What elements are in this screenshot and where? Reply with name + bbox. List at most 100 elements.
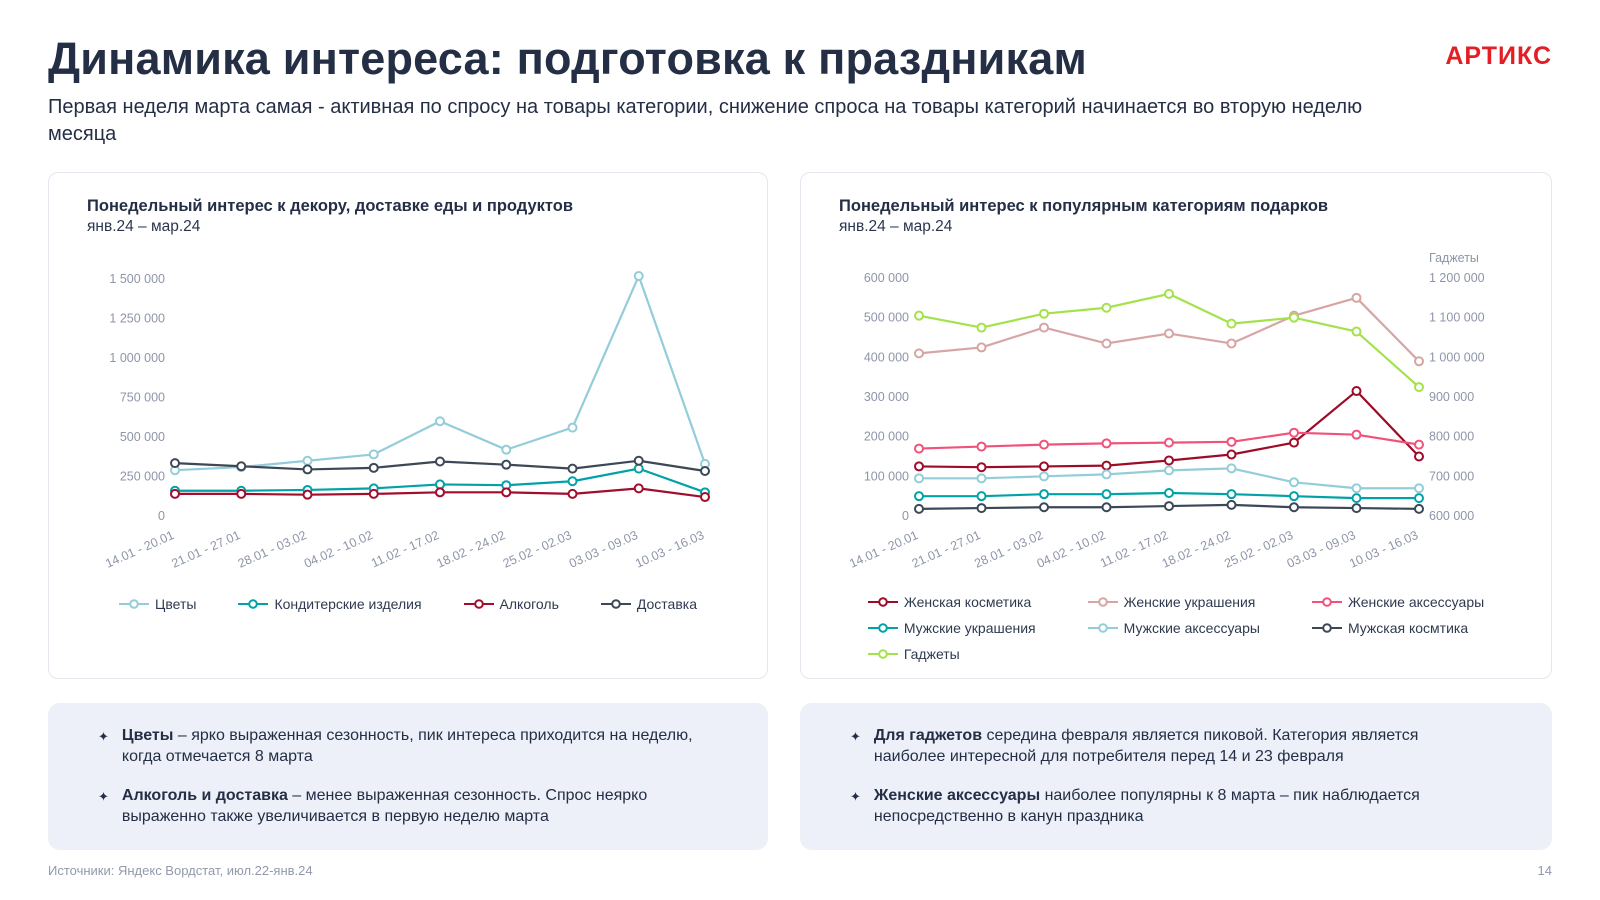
data-point-marker [1414, 381, 1424, 392]
x-axis-tick-label: 18.02 - 24.02 [1160, 527, 1233, 570]
legend-item: Женская косметика [867, 594, 1036, 610]
series-Гаджеты [914, 288, 1424, 392]
data-point-marker [1414, 492, 1424, 503]
data-point-marker [1039, 322, 1049, 333]
data-point-marker [1351, 482, 1362, 493]
data-point-marker [1226, 337, 1237, 348]
header-text: Динамика интереса: подготовка к праздник… [48, 34, 1408, 148]
data-point-marker [1101, 337, 1112, 348]
series-Женские украшения [914, 292, 1424, 366]
legend-item: Цветы [119, 596, 196, 612]
x-axis-tick-label: 21.01 - 27.01 [910, 527, 983, 570]
data-point-marker [1226, 318, 1237, 329]
x-axis-tick-label: 25.02 - 02.03 [501, 527, 574, 570]
x-axis-tick-label: 04.02 - 10.02 [302, 527, 375, 570]
x-axis-tick-label: 28.01 - 03.02 [972, 527, 1045, 570]
callout-right: ✦ Для гаджетов середина февраля является… [800, 702, 1552, 850]
series-Женские аксессуары [914, 427, 1424, 454]
legend-item: Алкоголь [463, 596, 559, 612]
data-point-marker [914, 490, 924, 501]
y-axis-tick-label: 0 [158, 509, 165, 523]
callout-text: Цветы – ярко выраженная сезонность, пик … [122, 725, 732, 768]
series-Доставка [170, 455, 710, 476]
legend-label: Гаджеты [903, 645, 960, 662]
x-axis-tick-label: 14.01 - 20.01 [847, 527, 920, 570]
callout-bold: Для гаджетов [873, 726, 983, 744]
data-point-marker [1039, 488, 1049, 499]
legend-marker-icon [1311, 622, 1342, 633]
source-note: Источники: Яндекс Вордстат, июл.22-янв.2… [48, 863, 313, 878]
y-axis-tick-label: 750 000 [120, 390, 165, 404]
series-Цветы [170, 270, 710, 475]
callout-text: Для гаджетов середина февраля является п… [874, 725, 1484, 768]
data-point-marker [1414, 482, 1424, 493]
series-Мужская космтика [914, 499, 1424, 514]
data-point-marker [236, 460, 247, 471]
data-point-marker [1351, 292, 1362, 303]
data-point-marker [1164, 454, 1174, 465]
data-point-marker [1226, 488, 1237, 499]
data-point-marker [1351, 502, 1362, 513]
data-point-marker [976, 472, 987, 483]
legend-label: Мужские украшения [903, 619, 1036, 636]
x-axis-tick-label: 10.03 - 16.03 [1347, 527, 1420, 570]
data-point-marker [976, 441, 987, 452]
y2-axis-tick-label: 1 100 000 [1429, 310, 1485, 324]
data-point-marker [368, 448, 379, 459]
data-point-marker [1101, 468, 1112, 479]
series-Женская косметика [914, 385, 1424, 472]
data-point-marker [1039, 501, 1049, 512]
chart-card-gift-categories: Понедельный интерес к популярным категор… [800, 171, 1552, 679]
data-point-marker [1351, 385, 1362, 396]
data-point-marker [1101, 460, 1112, 471]
data-point-marker [700, 491, 710, 502]
data-point-marker [501, 459, 512, 470]
legend-marker-icon [1087, 622, 1118, 633]
data-point-marker [976, 322, 987, 333]
legend-item: Женские украшения [1087, 594, 1260, 610]
callout-bold: Цветы [121, 726, 174, 744]
legend-label: Мужская космтика [1347, 619, 1469, 636]
y-axis-tick-label: 0 [902, 509, 909, 523]
legend-item: Кондитерские изделия [238, 596, 422, 612]
y2-axis-tick-label: 600 000 [1429, 509, 1474, 523]
callout-rest: – менее выраженная сезонность. Спрос нея… [121, 786, 648, 826]
legend-label: Мужские аксессуары [1123, 619, 1260, 636]
series-Мужские украшения [914, 487, 1424, 503]
data-point-marker [633, 270, 644, 281]
data-point-marker [1226, 449, 1237, 460]
callouts-row: ✦ Цветы – ярко выраженная сезонность, пи… [48, 702, 1552, 850]
y2-axis-tick-label: 800 000 [1429, 429, 1474, 443]
y-axis-tick-label: 200 000 [864, 429, 909, 443]
x-axis-tick-label: 25.02 - 02.03 [1222, 527, 1295, 570]
data-point-marker [501, 444, 512, 455]
callout-rest: наиболее популярны к 8 марта – пик наблю… [873, 786, 1420, 826]
callout-item: ✦ Для гаджетов середина февраля является… [850, 725, 1516, 768]
y2-axis-tick-label: 700 000 [1429, 469, 1474, 483]
data-point-marker [302, 489, 313, 500]
data-point-marker [1226, 499, 1237, 510]
charts-row: Понедельный интерес к декору, доставке е… [48, 171, 1552, 679]
y-axis-tick-label: 1 250 000 [109, 311, 165, 325]
data-point-marker [1164, 500, 1174, 511]
data-point-marker [435, 486, 445, 497]
y-axis-tick-label: 500 000 [120, 430, 165, 444]
data-point-marker [1289, 427, 1299, 438]
data-point-marker [1164, 437, 1174, 448]
legend-item: Гаджеты [867, 645, 1036, 662]
data-point-marker [633, 463, 644, 474]
page-title: Динамика интереса: подготовка к праздник… [48, 33, 1087, 84]
y2-axis-tick-label: 900 000 [1429, 390, 1474, 404]
data-point-marker [1101, 437, 1112, 448]
callout-rest: – ярко выраженная сезонность, пик интере… [121, 726, 693, 766]
x-axis-tick-label: 03.03 - 09.03 [1285, 527, 1358, 570]
legend-marker-icon [867, 622, 898, 633]
legend-item: Доставка [600, 596, 697, 612]
series-Мужские аксессуары [914, 462, 1424, 493]
data-point-marker [976, 502, 987, 513]
legend-item: Мужские украшения [867, 619, 1036, 636]
data-point-marker [1414, 503, 1424, 514]
data-point-marker [170, 488, 180, 499]
data-point-marker [236, 488, 247, 499]
y-axis-tick-label: 500 000 [864, 310, 909, 324]
